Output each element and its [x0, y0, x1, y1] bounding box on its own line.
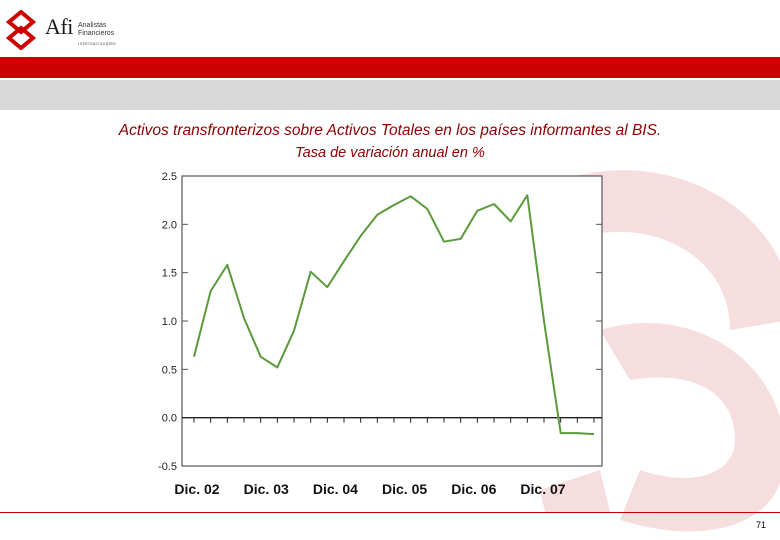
y-tick-label: -0.5: [158, 461, 177, 473]
logo-line-2: Financieros: [78, 30, 115, 37]
slide-subtitle: Tasa de variación anual en %: [295, 145, 485, 161]
logo-brand: Afi: [45, 14, 73, 39]
page-number: 71: [755, 520, 766, 530]
line-chart: 2.5 2.0 1.5 1.0 0.5 0.0 -0.5 Dic. 02 Dic. 03 Dic.…: [158, 171, 603, 497]
x-tick-label: Dic. 04: [313, 481, 358, 497]
x-tick-label: Dic. 06: [451, 481, 496, 497]
footer-divider: [0, 512, 780, 513]
series-line: [193, 194, 595, 436]
red-header-band: [0, 57, 780, 78]
y-tick-label: 2.5: [162, 171, 177, 183]
gray-header-band: [0, 80, 780, 110]
afi-logo-icon: [6, 10, 36, 50]
slide-title: Activos transfronterizos sobre Activos T…: [118, 122, 662, 139]
y-tick-label: 0.0: [162, 413, 177, 425]
x-tick-label: Dic. 03: [244, 481, 289, 497]
logo-line-3: Internacionales: [78, 41, 117, 46]
y-tick-label: 2.0: [162, 219, 177, 231]
y-tick-label: 1.5: [162, 268, 177, 280]
y-tick-label: 1.0: [162, 316, 177, 328]
x-tick-label: Dic. 02: [174, 481, 219, 497]
y-tick-label: 0.5: [162, 364, 177, 376]
x-tick-label: Dic. 07: [520, 481, 565, 497]
slide-header: Afi Analistas Financieros Internacionale…: [0, 0, 780, 56]
logo-line-1: Analistas: [78, 22, 107, 29]
x-tick-label: Dic. 05: [382, 481, 427, 497]
